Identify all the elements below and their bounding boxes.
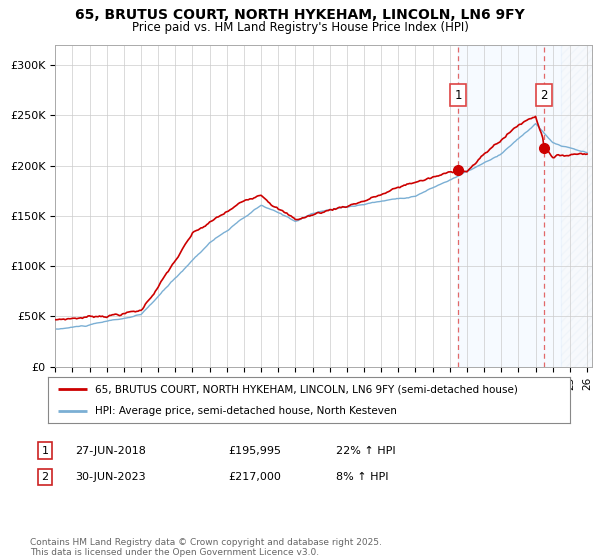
- Text: Price paid vs. HM Land Registry's House Price Index (HPI): Price paid vs. HM Land Registry's House …: [131, 21, 469, 34]
- Text: £195,995: £195,995: [228, 446, 281, 456]
- Text: 65, BRUTUS COURT, NORTH HYKEHAM, LINCOLN, LN6 9FY: 65, BRUTUS COURT, NORTH HYKEHAM, LINCOLN…: [75, 8, 525, 22]
- Text: 22% ↑ HPI: 22% ↑ HPI: [336, 446, 395, 456]
- Text: 65, BRUTUS COURT, NORTH HYKEHAM, LINCOLN, LN6 9FY (semi-detached house): 65, BRUTUS COURT, NORTH HYKEHAM, LINCOLN…: [95, 384, 518, 394]
- Text: 1: 1: [41, 446, 49, 456]
- Text: 30-JUN-2023: 30-JUN-2023: [75, 472, 146, 482]
- Bar: [562, 45, 596, 367]
- Text: 8% ↑ HPI: 8% ↑ HPI: [336, 472, 389, 482]
- Text: £217,000: £217,000: [228, 472, 281, 482]
- Text: 2: 2: [41, 472, 49, 482]
- Bar: [458, 45, 562, 367]
- Text: 1: 1: [455, 88, 462, 101]
- Text: 27-JUN-2018: 27-JUN-2018: [75, 446, 146, 456]
- Text: 2: 2: [541, 88, 548, 101]
- Text: HPI: Average price, semi-detached house, North Kesteven: HPI: Average price, semi-detached house,…: [95, 407, 397, 416]
- Text: Contains HM Land Registry data © Crown copyright and database right 2025.
This d: Contains HM Land Registry data © Crown c…: [30, 538, 382, 557]
